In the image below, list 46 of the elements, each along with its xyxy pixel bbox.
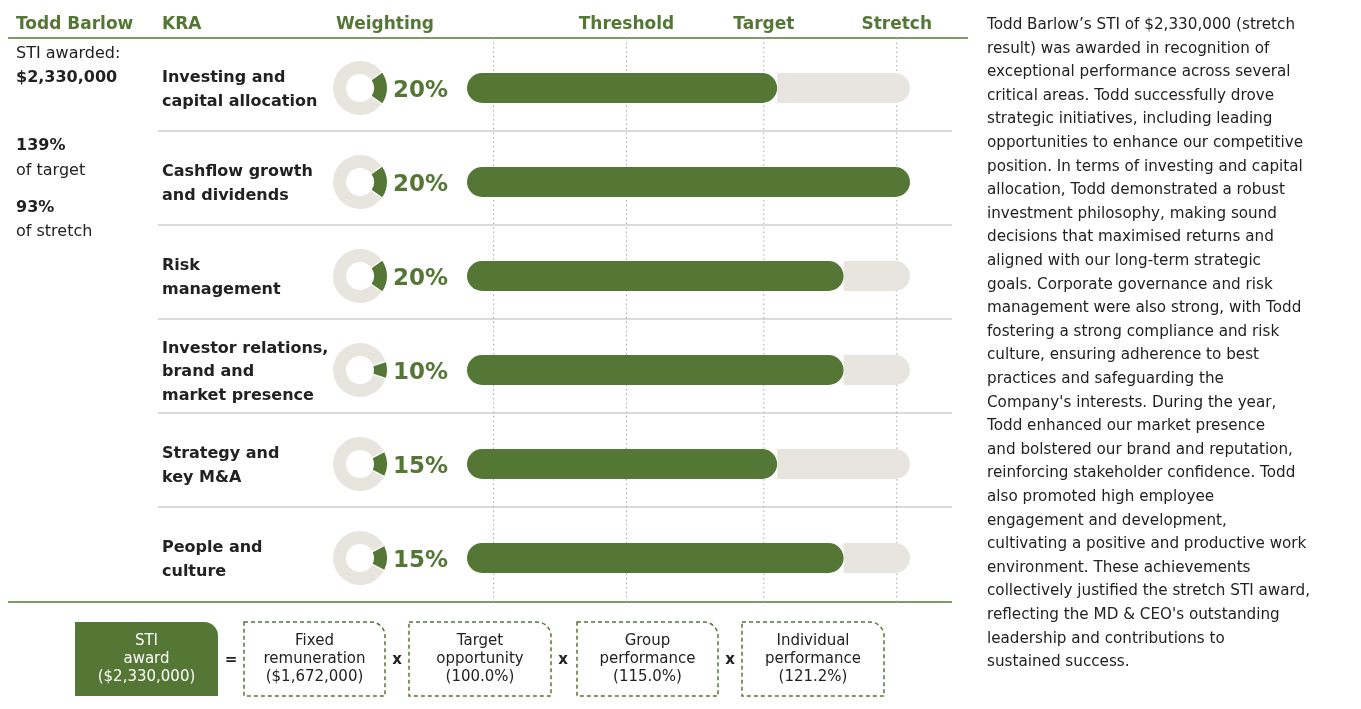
data-label: 20%	[393, 264, 449, 290]
y-tick-label: Risk management	[162, 255, 281, 298]
y-tick-label: Cashflow growth and dividends	[162, 161, 313, 204]
ref-line-label: Stretch	[861, 13, 933, 33]
text: Weighting	[336, 13, 434, 33]
donut-slice	[333, 155, 382, 209]
y-tick-label: Strategy and key M&A	[162, 443, 280, 486]
text: Target opportunity (100.0%)	[436, 631, 524, 685]
text: 93%	[16, 197, 55, 216]
text: x	[558, 650, 569, 668]
text: $2,330,000	[16, 67, 118, 86]
text: Fixed remuneration ($1,672,000)	[263, 631, 366, 685]
donut-slice	[373, 362, 387, 378]
donut-slice	[371, 260, 387, 292]
y-tick-label: Investor relations, brand and market presence	[162, 337, 329, 404]
donut-slice	[333, 61, 382, 115]
text: Individual performance (121.2%)	[764, 631, 862, 685]
donut-slice	[372, 452, 387, 476]
data-label: 20%	[393, 170, 449, 196]
donut-slice	[372, 546, 387, 570]
data-label: 10%	[393, 358, 449, 384]
donut-slice	[333, 249, 382, 303]
text: x	[725, 650, 736, 668]
data-label: 20%	[393, 76, 449, 102]
donut-slice	[371, 72, 387, 104]
y-axis-title: KRA	[162, 13, 203, 33]
text: =	[224, 650, 238, 668]
donut-slice	[333, 531, 384, 585]
text: x	[392, 650, 403, 668]
donut-slice	[371, 166, 387, 198]
data-label: 15%	[393, 452, 449, 478]
text: Group performance (115.0%)	[599, 631, 696, 685]
y-tick-label: People and culture	[162, 537, 263, 580]
text: of target	[16, 160, 86, 179]
text: STI award ($2,330,000)	[97, 631, 196, 685]
data-label: 15%	[393, 546, 449, 572]
text: of stretch	[16, 221, 93, 240]
donut-slice	[333, 437, 384, 491]
text: 139%	[16, 135, 66, 154]
y-tick-label: Investing and capital allocation	[162, 67, 318, 110]
ref-line-label: Target	[733, 13, 795, 33]
text: Todd Barlow	[16, 13, 134, 33]
text: STI awarded:	[16, 43, 121, 62]
text: Todd Barlow’s STI of $2,330,000 (stretch result) was awarded in recognition of exceptional performance across several critical areas. Todd successfully drove strategic initiatives, including leading opportunities to enhance our competitive position. In terms of investing and capital allocation, Todd demonstrated a robust investment philosophy, making sound decisions that maximised returns and aligned with our long-term strategic goals. Corporate governance and risk management were also strong, with Todd fostering a strong compliance and risk culture, ensuring adherence to best practices and safeguarding the Company's interests. During the year, Todd enhanced our market presence and bolstered our brand and reputation, reinforcing stakeholder confidence. Todd also promoted high employee engagement and development, cultivating a positive and productive work environment. These achievements collectively justified the stretch STI award, reflecting the MD & CEO's outstanding leadership and contributions to sustained success.	[987, 15, 1310, 671]
donut-slice	[333, 343, 386, 397]
ref-line-label: Threshold	[578, 13, 675, 33]
